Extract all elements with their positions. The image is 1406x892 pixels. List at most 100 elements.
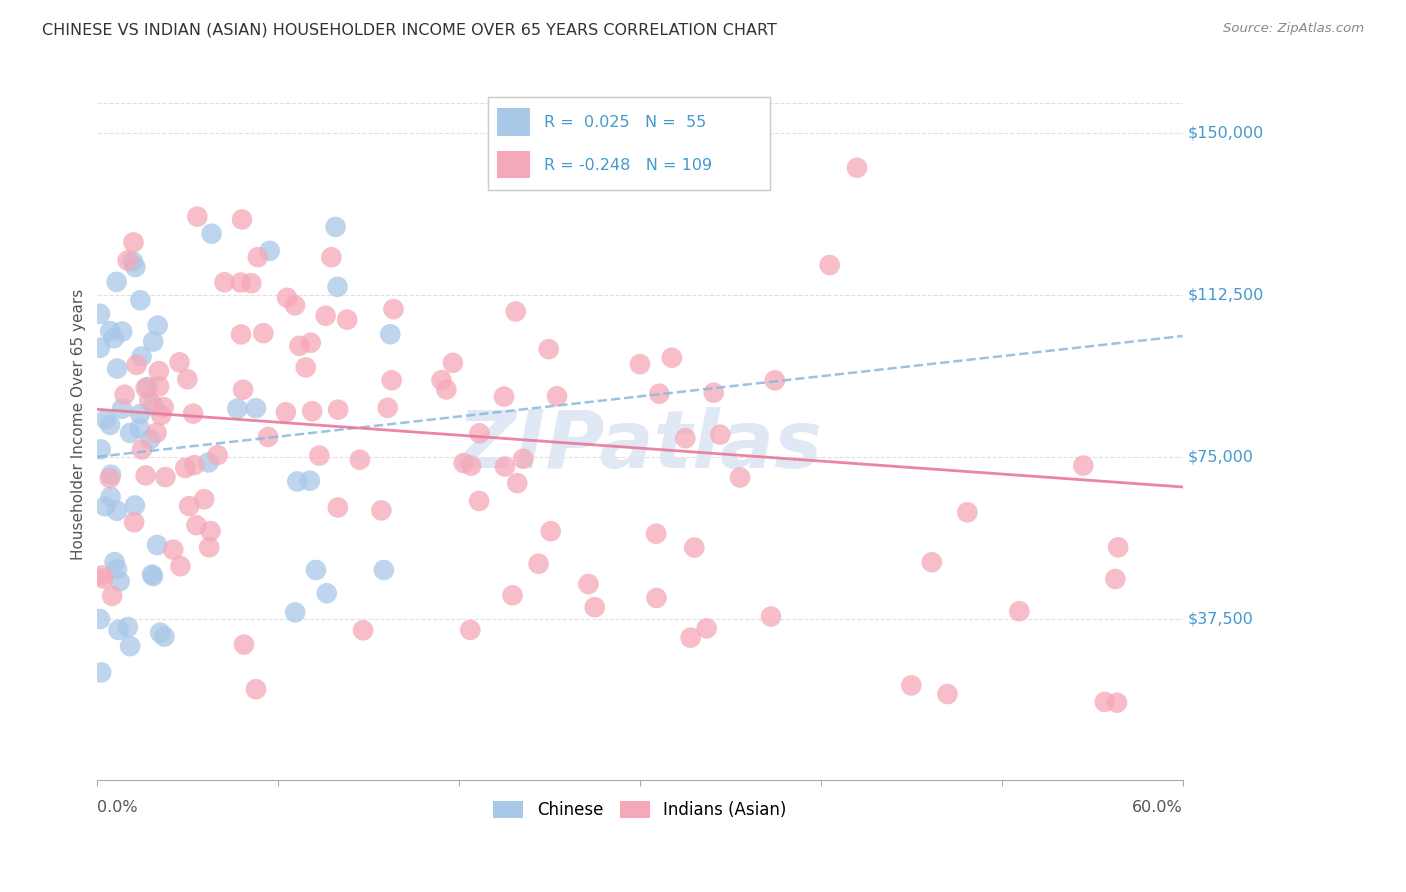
Point	[124, 499, 146, 513]
Point	[326, 280, 349, 294]
Text: CHINESE VS INDIAN (ASIAN) HOUSEHOLDER INCOME OVER 65 YEARS CORRELATION CHART: CHINESE VS INDIAN (ASIAN) HOUSEHOLDER IN…	[42, 22, 778, 37]
Point	[645, 526, 668, 541]
Point	[1105, 696, 1128, 710]
Point	[169, 559, 191, 574]
Point	[274, 405, 297, 419]
Point	[325, 219, 347, 234]
Point	[315, 586, 337, 600]
Point	[122, 516, 145, 530]
Point	[94, 500, 117, 514]
Point	[200, 524, 222, 538]
Point	[245, 682, 267, 697]
Point	[105, 504, 128, 518]
Point	[527, 557, 550, 571]
Point	[148, 379, 170, 393]
Point	[111, 401, 134, 416]
Point	[661, 351, 683, 365]
Point	[122, 235, 145, 250]
Point	[197, 455, 219, 469]
Point	[696, 621, 718, 635]
Point	[105, 275, 128, 289]
Point	[186, 518, 208, 533]
Point	[703, 385, 725, 400]
Point	[453, 456, 475, 470]
Point	[125, 358, 148, 372]
Point	[142, 569, 165, 583]
Point	[149, 625, 172, 640]
Point	[128, 421, 150, 435]
Point	[207, 448, 229, 462]
Point	[233, 638, 256, 652]
Point	[505, 304, 527, 318]
Point	[434, 383, 457, 397]
Point	[120, 639, 142, 653]
Point	[100, 467, 122, 482]
Point	[98, 471, 121, 485]
Point	[381, 373, 404, 387]
Point	[114, 387, 136, 401]
Point	[628, 357, 651, 371]
Point	[494, 459, 516, 474]
Point	[142, 399, 165, 413]
Point	[583, 600, 606, 615]
Point	[728, 470, 751, 484]
Point	[139, 432, 162, 446]
Point	[846, 161, 869, 175]
Point	[135, 381, 157, 395]
Point	[226, 401, 249, 416]
Point	[377, 401, 399, 415]
Point	[506, 476, 529, 491]
Point	[458, 623, 481, 637]
Point	[373, 563, 395, 577]
Point	[1107, 541, 1129, 555]
Point	[89, 341, 111, 355]
Point	[162, 542, 184, 557]
Point	[124, 260, 146, 274]
Point	[100, 490, 122, 504]
Point	[321, 250, 343, 264]
Point	[90, 665, 112, 680]
Point	[103, 331, 125, 345]
Point	[107, 623, 129, 637]
Point	[1104, 572, 1126, 586]
Point	[301, 404, 323, 418]
Point	[229, 327, 252, 342]
Point	[936, 687, 959, 701]
Point	[956, 505, 979, 519]
Point	[98, 324, 121, 338]
Y-axis label: Householder Income Over 65 years: Householder Income Over 65 years	[72, 289, 86, 560]
Point	[468, 494, 491, 508]
Point	[214, 275, 236, 289]
Point	[326, 500, 349, 515]
Point	[1071, 458, 1094, 473]
Point	[91, 572, 114, 586]
Point	[94, 412, 117, 426]
Point	[305, 563, 328, 577]
Point	[308, 449, 330, 463]
Point	[578, 577, 600, 591]
Point	[90, 442, 112, 457]
Point	[683, 541, 706, 555]
Point	[288, 339, 311, 353]
Point	[709, 427, 731, 442]
Point	[148, 364, 170, 378]
Point	[259, 244, 281, 258]
Point	[193, 492, 215, 507]
Point	[176, 372, 198, 386]
Point	[231, 212, 253, 227]
Point	[494, 390, 516, 404]
Text: $112,500: $112,500	[1188, 287, 1264, 302]
Point	[441, 356, 464, 370]
Point	[1094, 695, 1116, 709]
Point	[101, 589, 124, 603]
Point	[117, 253, 139, 268]
Point	[117, 620, 139, 634]
Point	[169, 355, 191, 369]
Point	[468, 426, 491, 441]
Point	[198, 541, 221, 555]
Point	[120, 425, 142, 440]
Point	[146, 538, 169, 552]
Point	[141, 567, 163, 582]
Point	[315, 309, 337, 323]
Point	[105, 361, 128, 376]
